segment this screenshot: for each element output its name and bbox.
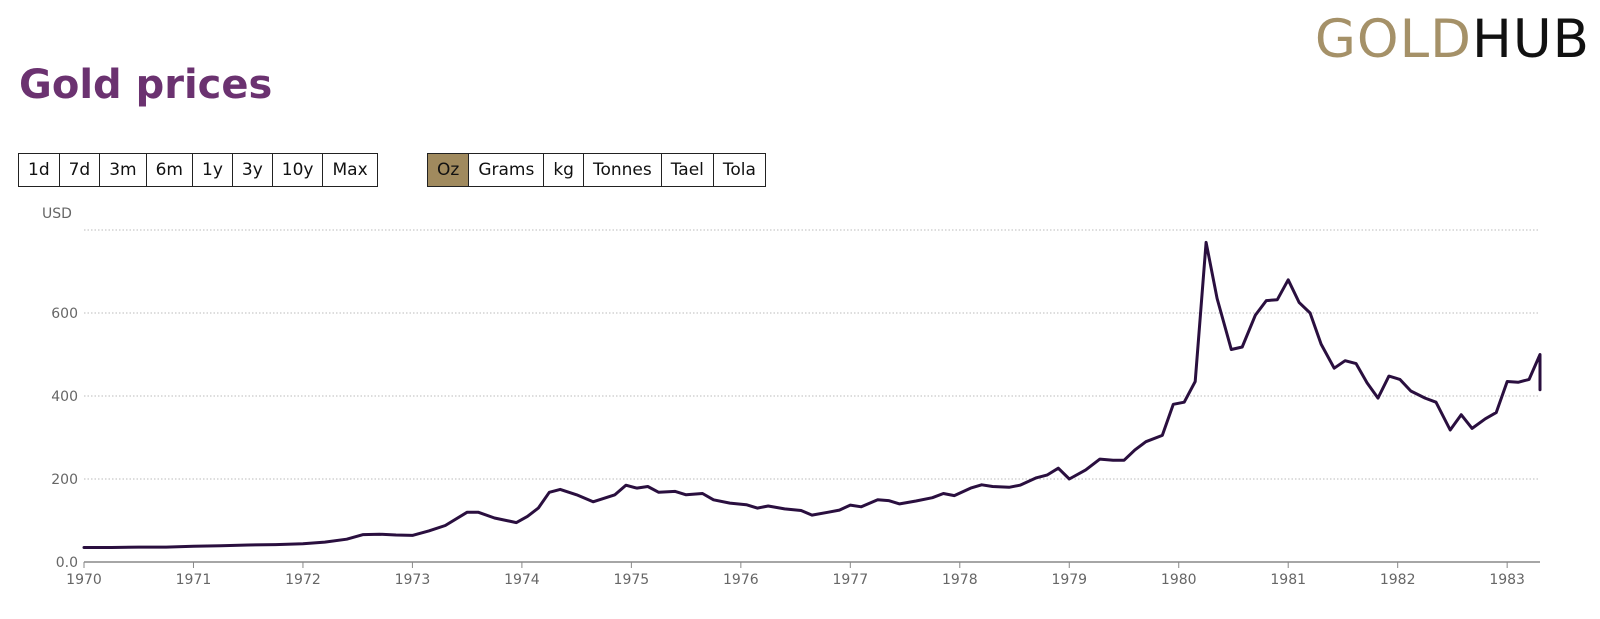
unit-button-grams[interactable]: Grams <box>468 153 545 187</box>
y-tick-label: 200 <box>51 472 78 488</box>
range-button-1y[interactable]: 1y <box>192 153 233 187</box>
y-axis-label: USD <box>42 206 72 222</box>
x-tick-label: 1970 <box>66 572 102 588</box>
x-tick-label: 1978 <box>942 572 978 588</box>
x-tick-label: 1973 <box>395 572 431 588</box>
time-range-selector: 1d 7d 3m 6m 1y 3y 10y Max <box>18 153 378 187</box>
x-tick-label: 1976 <box>723 572 759 588</box>
unit-button-tola[interactable]: Tola <box>712 153 766 187</box>
range-button-6m[interactable]: 6m <box>145 153 193 187</box>
unit-button-tael[interactable]: Tael <box>660 153 714 187</box>
x-tick-label: 1982 <box>1380 572 1416 588</box>
range-button-3y[interactable]: 3y <box>231 153 273 187</box>
x-tick-label: 1981 <box>1270 572 1306 588</box>
range-button-1d[interactable]: 1d <box>18 153 60 187</box>
price-series-line[interactable] <box>82 240 1542 549</box>
x-axis: 1970 1971 1972 1973 1974 1975 1976 1977 1978 1979… <box>66 561 1540 588</box>
y-tick-label: 600 <box>51 306 78 322</box>
unit-button-kg[interactable]: kg <box>543 153 584 187</box>
x-tick-label: 1980 <box>1161 572 1197 588</box>
x-tick-label: 1979 <box>1051 572 1087 588</box>
y-tick-label: 0.0 <box>56 555 78 571</box>
unit-selector: Oz Grams kg Tonnes Tael Tola <box>427 153 766 187</box>
x-tick-label: 1974 <box>504 572 540 588</box>
x-tick-label: 1983 <box>1489 572 1525 588</box>
unit-button-oz[interactable]: Oz <box>427 153 470 187</box>
range-button-3m[interactable]: 3m <box>99 153 147 187</box>
goldhub-logo[interactable]: GOLDHUB <box>1315 10 1590 70</box>
unit-button-tonnes[interactable]: Tonnes <box>582 153 662 187</box>
y-tick-labels: 0.0 200 400 600 <box>51 306 78 571</box>
logo-hub-text: HUB <box>1471 9 1590 70</box>
x-tick-label: 1975 <box>614 572 650 588</box>
gridlines <box>84 229 1540 480</box>
range-button-7d[interactable]: 7d <box>58 153 101 187</box>
range-button-max[interactable]: Max <box>322 153 378 187</box>
y-tick-label: 400 <box>51 389 78 405</box>
x-tick-label: 1977 <box>832 572 868 588</box>
x-tick-label: 1972 <box>285 572 321 588</box>
page-title: Gold prices <box>19 62 273 108</box>
range-button-10y[interactable]: 10y <box>271 153 324 187</box>
x-tick-label: 1971 <box>176 572 212 588</box>
logo-gold-text: GOLD <box>1314 9 1472 70</box>
